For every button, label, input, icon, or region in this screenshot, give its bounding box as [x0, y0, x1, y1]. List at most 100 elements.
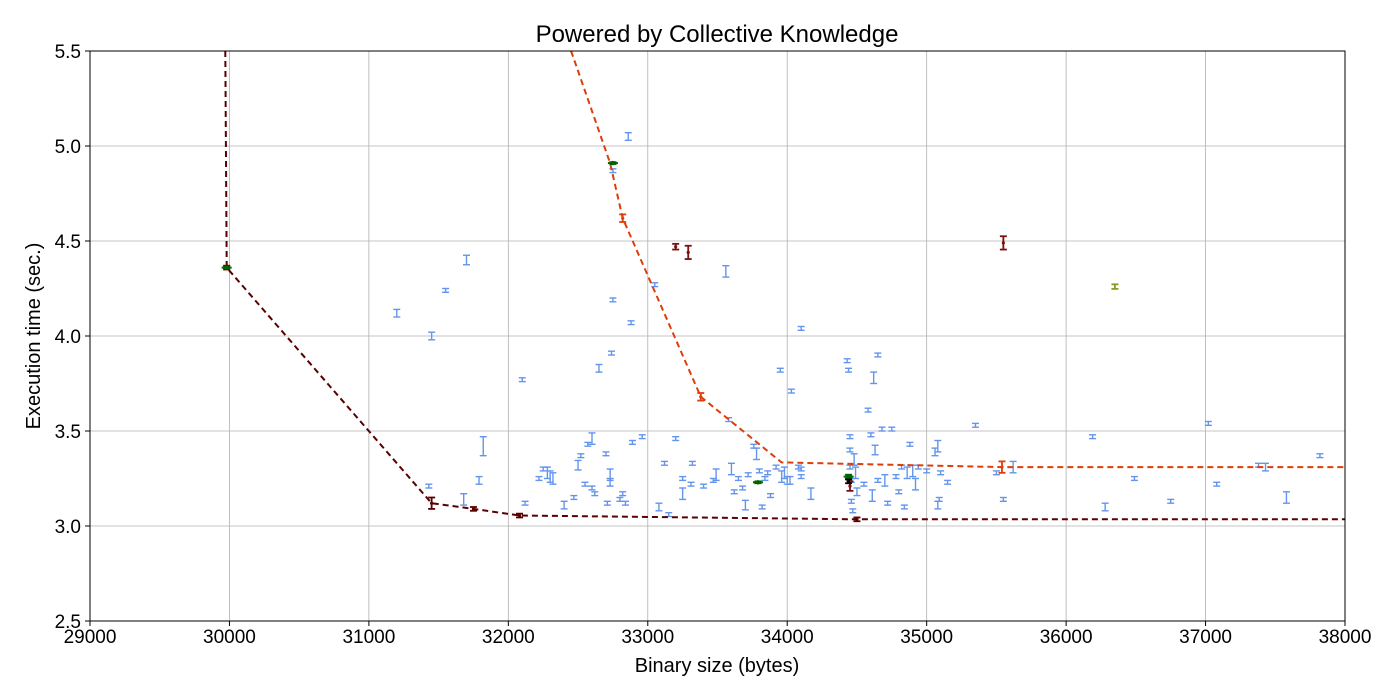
- data-point: [934, 439, 942, 453]
- data-point: [797, 466, 805, 472]
- data-point: [739, 485, 747, 491]
- data-point: [971, 422, 979, 428]
- point-series-hl-0: [223, 264, 861, 523]
- data-point: [853, 516, 861, 523]
- point-series-hl-1: [619, 213, 1006, 474]
- data-point: [1316, 453, 1324, 459]
- data-point: [934, 500, 942, 510]
- data-point: [850, 453, 858, 466]
- data-point: [521, 500, 529, 506]
- x-tick-label: 32000: [482, 627, 535, 648]
- point-marker: [755, 480, 761, 485]
- data-point: [761, 475, 769, 482]
- data-point: [1089, 434, 1097, 440]
- data-point: [574, 459, 582, 471]
- data-point: [672, 436, 680, 442]
- y-axis-title: Execution time (sec.): [23, 243, 45, 430]
- point-series-hl-5: [1111, 283, 1119, 290]
- data-point: [772, 464, 780, 470]
- point-marker: [855, 517, 859, 521]
- data-point: [878, 426, 886, 432]
- point-marker: [224, 265, 229, 270]
- y-tick-label: 4.5: [55, 232, 81, 253]
- data-point: [852, 466, 860, 480]
- data-point: [935, 496, 943, 502]
- data-point: [679, 475, 687, 482]
- data-point: [603, 500, 611, 506]
- data-point: [1130, 475, 1138, 482]
- data-point: [764, 470, 772, 476]
- x-tick-label: 30000: [203, 627, 256, 648]
- data-point: [755, 468, 763, 474]
- data-point: [1101, 502, 1109, 512]
- data-point: [606, 477, 614, 487]
- y-axis-ticks: 2.5 3.0 3.5 4.0 4.5 5.0 5.5: [55, 42, 90, 633]
- data-point: [864, 407, 872, 413]
- data-point: [892, 474, 900, 480]
- data-point: [741, 499, 749, 511]
- data-point: [1204, 420, 1212, 426]
- data-point: [944, 479, 952, 485]
- data-point: [624, 131, 632, 142]
- point-marker: [674, 245, 678, 249]
- data-point: [766, 493, 774, 499]
- data-point: [221, 265, 232, 270]
- data-point: [588, 432, 596, 445]
- series-layer: [221, 51, 1345, 523]
- point-marker: [846, 479, 851, 483]
- point-marker: [610, 160, 616, 166]
- y-tick-label: 5.5: [55, 42, 81, 63]
- data-point: [787, 388, 795, 394]
- point-marker: [1001, 241, 1005, 245]
- data-point: [734, 475, 742, 482]
- chart-title: Powered by Collective Knowledge: [536, 21, 899, 48]
- point-marker: [846, 474, 851, 479]
- data-point: [786, 475, 794, 485]
- x-tick-label: 36000: [1040, 627, 1093, 648]
- data-point: [912, 477, 920, 491]
- data-point: [868, 489, 876, 502]
- y-tick-label: 5.0: [55, 137, 81, 158]
- x-axis-ticks: 29000 30000 31000 32000 33000 34000 35000 36000…: [64, 621, 1371, 648]
- data-point: [849, 508, 857, 514]
- data-point: [998, 460, 1006, 474]
- data-point: [515, 512, 523, 519]
- point-marker: [686, 250, 690, 254]
- point-series-hl-4: [845, 478, 853, 485]
- data-point: [560, 500, 568, 510]
- data-point: [549, 472, 557, 485]
- data-point: [874, 352, 882, 358]
- data-point: [479, 436, 487, 457]
- y-tick-label: 3.5: [55, 422, 81, 443]
- data-point: [722, 265, 730, 278]
- data-point: [846, 447, 854, 453]
- data-point: [628, 439, 636, 445]
- data-point: [867, 432, 875, 438]
- data-point: [937, 470, 945, 476]
- data-point: [570, 494, 578, 501]
- data-point: [845, 367, 853, 373]
- data-point: [874, 477, 882, 483]
- data-point: [992, 470, 1000, 476]
- data-point: [847, 498, 855, 504]
- data-point: [684, 244, 692, 260]
- data-point: [393, 308, 401, 318]
- data-point: [638, 434, 646, 440]
- y-tick-label: 2.5: [55, 612, 81, 633]
- data-point: [609, 297, 617, 303]
- data-point: [672, 242, 680, 251]
- data-point: [581, 481, 589, 487]
- data-point: [688, 460, 696, 466]
- data-point: [999, 496, 1007, 502]
- data-point: [535, 475, 543, 482]
- data-point: [797, 325, 805, 331]
- x-tick-label: 33000: [621, 627, 674, 648]
- data-point: [730, 489, 738, 495]
- data-point: [591, 491, 599, 497]
- data-point: [888, 426, 896, 432]
- grid: [89, 50, 1346, 622]
- data-point: [608, 350, 616, 356]
- x-axis-title: Binary size (bytes): [635, 655, 800, 677]
- data-point: [595, 363, 603, 373]
